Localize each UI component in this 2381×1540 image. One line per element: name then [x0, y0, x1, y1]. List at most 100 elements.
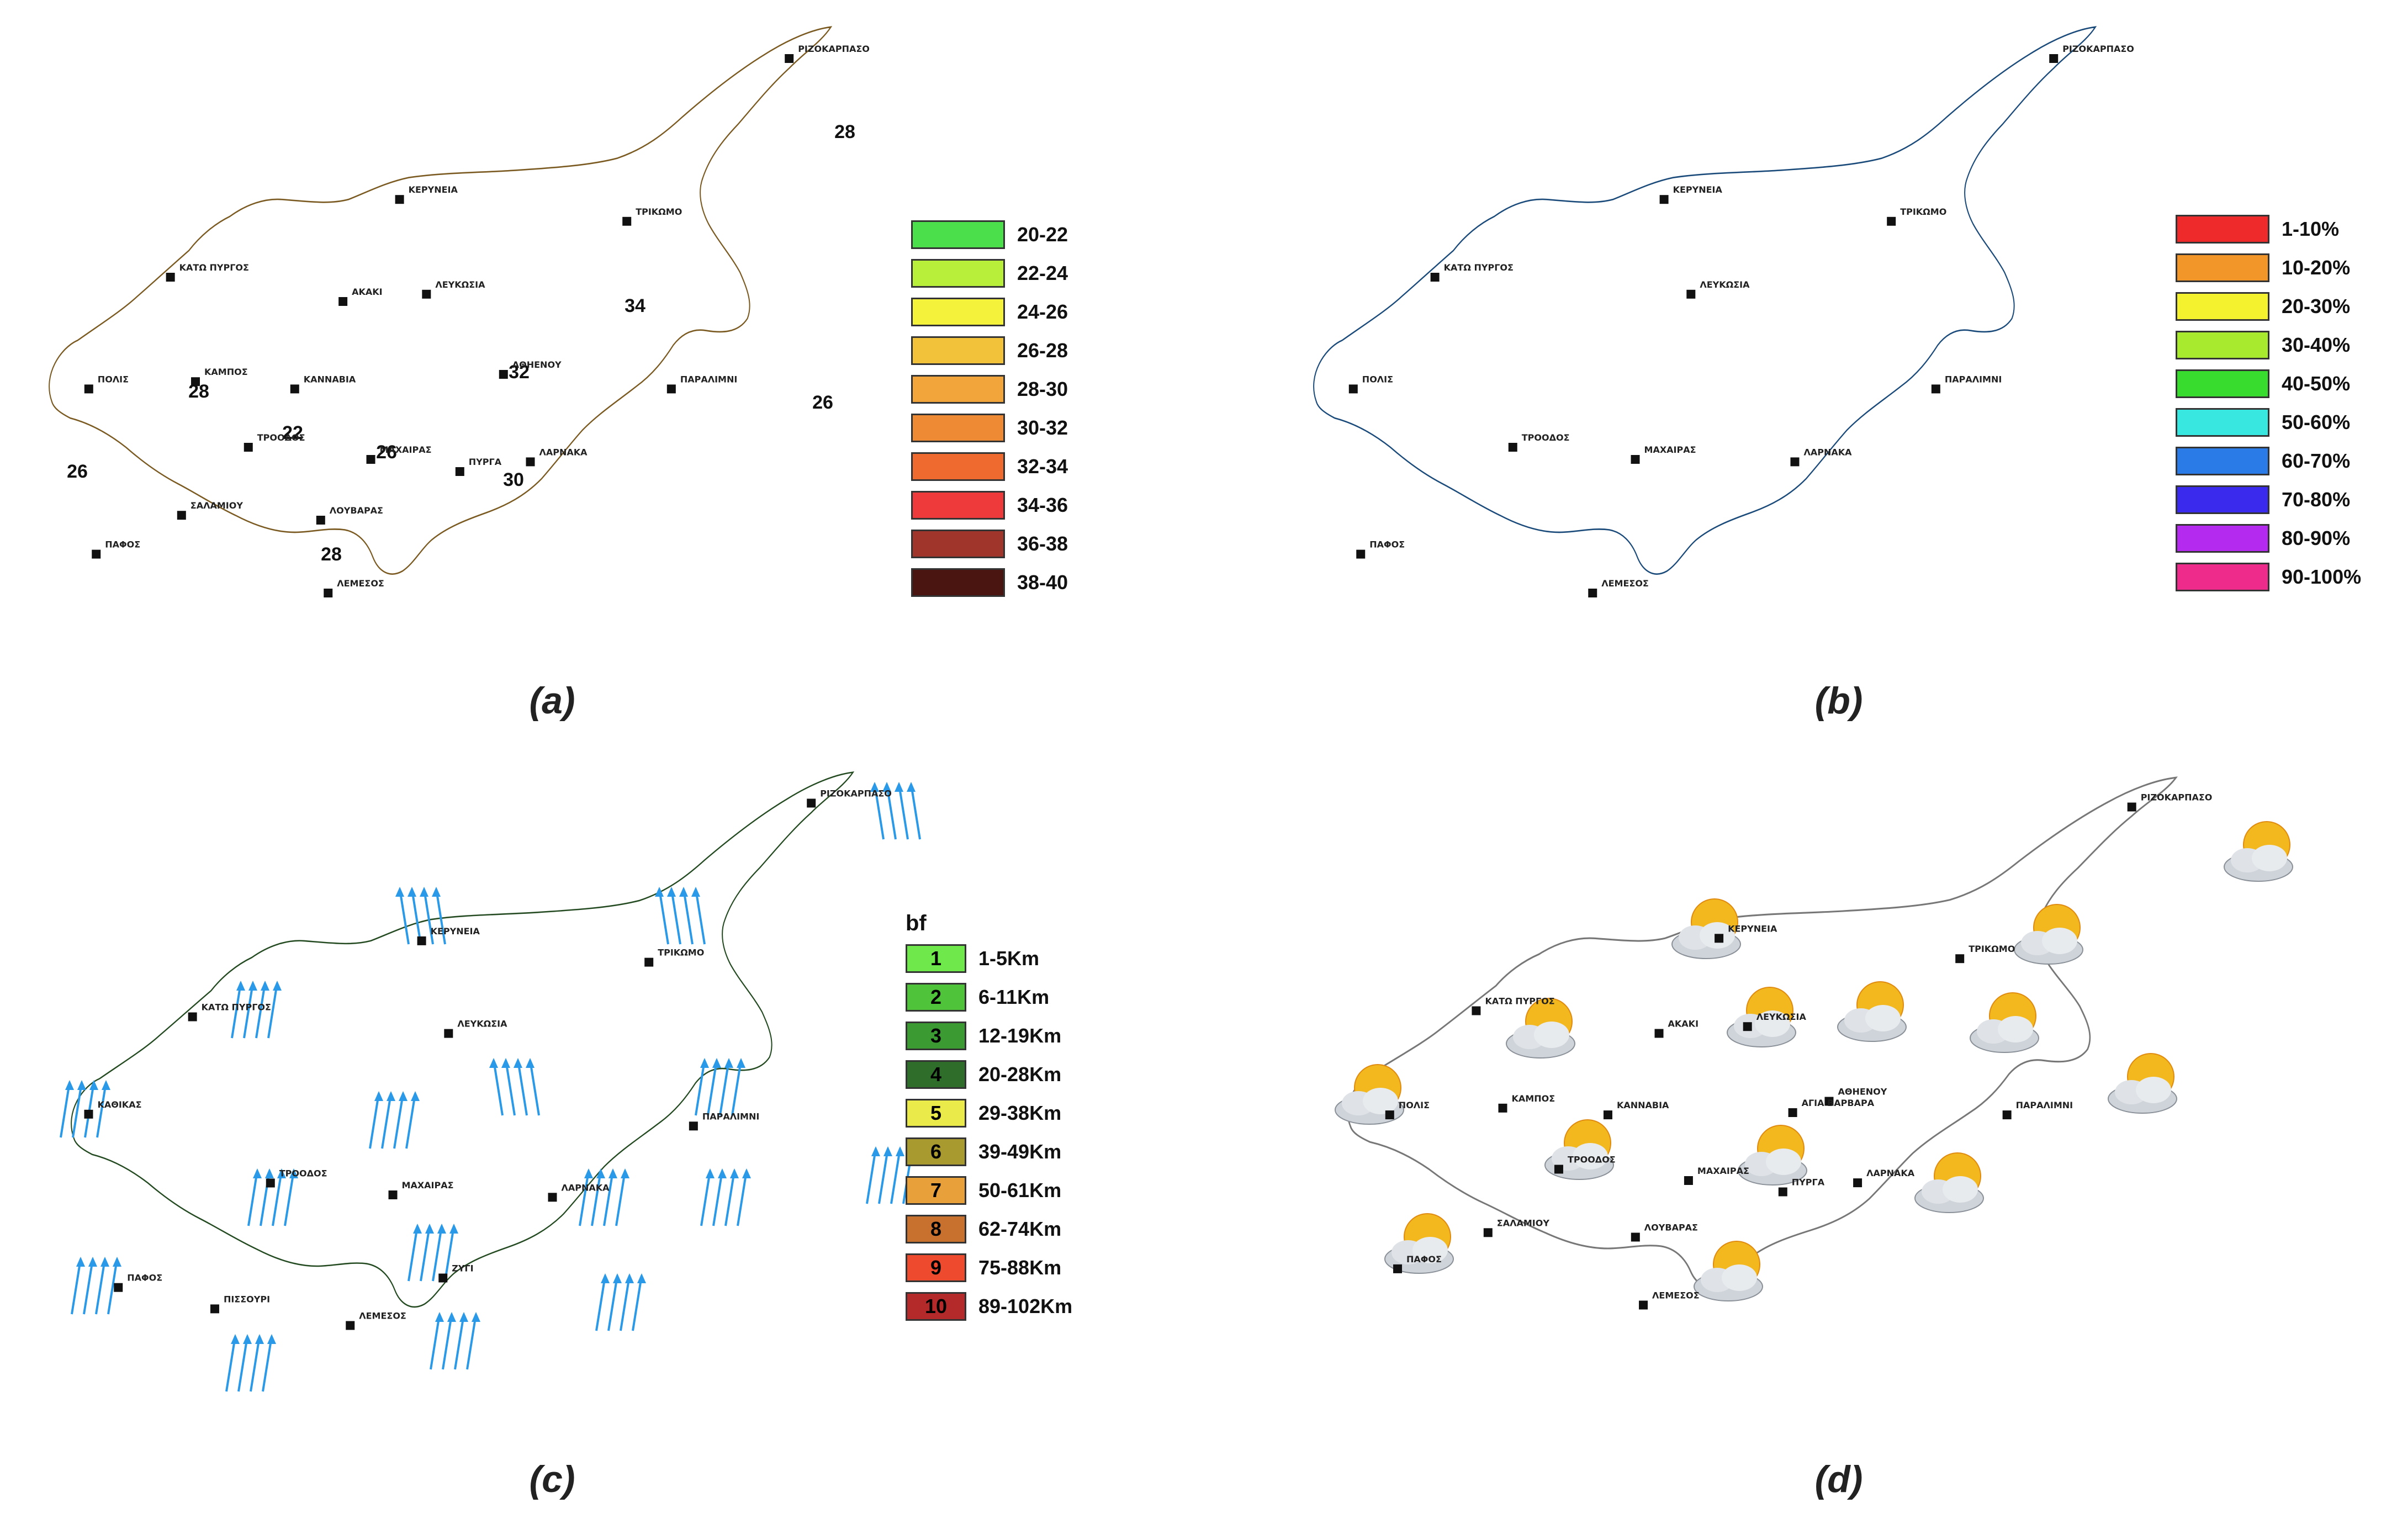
zone-30-40 — [1452, 226, 2049, 502]
town-label: ΤΡΟΟΔΟΣ — [257, 432, 305, 443]
map-c: ΡΙΖΟΚΑΡΠΑΣΟ ΚΕΡΥΝΕΙΑ ΤΡΙΚΩΜΟ ΚΑΤΩ ΠΥΡΓΟΣ ΛΕΥ… — [60, 771, 921, 1392]
town-dot — [455, 467, 464, 476]
town-dot — [548, 1193, 557, 1202]
town-marker: ΚΕΡΥΝΕΙΑ — [1715, 923, 1777, 943]
wind-arrow-icon — [870, 782, 921, 840]
town-dot — [1631, 1232, 1640, 1242]
town-label: ΛΕΥΚΩΣΙΑ — [1756, 1012, 1807, 1022]
legend-label: 20-30% — [2282, 295, 2351, 317]
town-dot — [210, 1304, 219, 1314]
legend-item: 10-20% — [2176, 248, 2361, 287]
legend-swatch: 7 — [906, 1176, 966, 1205]
town-dot — [1824, 1097, 1834, 1106]
town-dot — [1790, 457, 1800, 467]
town-marker: ΤΡΙΚΩΜΟ — [1955, 944, 2015, 964]
legend-swatch — [2176, 408, 2269, 437]
legend-swatch — [911, 530, 1005, 558]
legend-swatch: 5 — [906, 1099, 966, 1128]
town-dot — [2049, 54, 2059, 63]
town-marker: ΡΙΖΟΚΑΡΠΑΣΟ — [2049, 44, 2134, 63]
town-marker: ΡΙΖΟΚΑΡΠΑΣΟ — [785, 44, 870, 63]
legend-label: 38-40 — [1017, 571, 1068, 594]
town-label: ΛΑΡΝΑΚΑ — [1803, 447, 1852, 457]
town-marker: ΛΟΥΒΑΡΑΣ — [316, 505, 383, 525]
town-dot — [244, 443, 253, 452]
legend-label: 70-80% — [2282, 488, 2351, 511]
town-label: ΡΙΖΟΚΑΡΠΑΣΟ — [2062, 44, 2134, 54]
town-dot — [2127, 802, 2136, 812]
town-label: ΤΡΙΚΩΜΟ — [658, 948, 704, 958]
town-label: ΠΑΦΟΣ — [105, 539, 140, 550]
legend-label: 32-34 — [1017, 455, 1068, 478]
town-dot — [1508, 443, 1517, 452]
town-label: ΚΑΝΝΑΒΙΑ — [304, 374, 356, 384]
town-dot — [177, 511, 186, 520]
legend-label: 20-28Km — [978, 1063, 1062, 1086]
town-label: ΛΕΥΚΩΣΙΑ — [435, 279, 485, 290]
legend-swatch — [911, 568, 1005, 597]
town-dot — [191, 377, 200, 387]
legend-item: 30-32 — [911, 409, 1068, 447]
town-label: ΛΑΡΝΑΚΑ — [1866, 1168, 1915, 1178]
legend-label: 75-88Km — [978, 1256, 1062, 1279]
town-dot — [666, 384, 676, 394]
legend-item: 60-70% — [2176, 442, 2361, 480]
town-dot — [622, 216, 632, 226]
town-marker: ΚΑΤΩ ΠΥΡΓΟΣ — [1472, 996, 1555, 1015]
legend-swatch — [2176, 215, 2269, 244]
town-dot — [1385, 1110, 1394, 1120]
town-marker: ΠΥΡΓΑ — [455, 457, 502, 476]
isotherm-label: 22 — [282, 422, 303, 443]
isotherm-label: 30 — [503, 469, 524, 490]
town-marker: ΠΑΡΑΛΙΜΝΙ — [1931, 374, 2002, 394]
wind-arrow-icon — [430, 1312, 480, 1370]
town-dot — [1715, 934, 1724, 943]
town-marker: ΚΑΘΙΚΑΣ — [84, 1099, 142, 1119]
legend-title: bf — [906, 911, 927, 935]
town-dot — [1654, 1029, 1664, 1038]
legend-swatch: 9 — [906, 1253, 966, 1282]
legend-label: 28-30 — [1017, 378, 1068, 400]
town-dot — [1853, 1178, 1863, 1188]
legend-swatch — [2176, 292, 2269, 321]
legend-swatch — [2176, 563, 2269, 591]
legend-label: 6-11Km — [978, 986, 1050, 1008]
town-marker: ΛΑΡΝΑΚΑ — [1853, 1168, 1915, 1188]
zone-bf4-north — [337, 883, 436, 983]
legend-swatch: 10 — [906, 1292, 966, 1321]
wind-arrow-icon — [247, 1168, 298, 1226]
legend-item: 20-22 — [911, 215, 1068, 254]
town-dot — [1743, 1022, 1752, 1031]
legend-swatch: 8 — [906, 1215, 966, 1243]
zone-bf3-central — [199, 977, 552, 1231]
town-label: ΤΡΙΚΩΜΟ — [1900, 207, 1946, 217]
wind-arrow-icon — [489, 1058, 540, 1116]
legend-label: 89-102Km — [978, 1295, 1073, 1317]
town-label: ΠΑΡΑΛΙΜΝΙ — [680, 374, 737, 384]
partly-cloudy-icon — [2014, 904, 2083, 965]
isotherm-label: 26 — [376, 442, 397, 463]
wind-arrow-icon — [60, 1080, 110, 1138]
zone-bf4-east — [458, 1016, 690, 1259]
town-label: ΤΡΙΚΩΜΟ — [1969, 944, 2015, 954]
town-marker: ΠΑΦΟΣ — [92, 539, 140, 559]
wind-arrow-icon — [71, 1257, 121, 1315]
wind-arrow-icon — [225, 1334, 276, 1392]
town-label: ΑΓΙΑ ΒΑΡΒΑΡΑ — [1802, 1098, 1875, 1108]
legend-swatch — [911, 414, 1005, 442]
town-dot — [438, 1273, 448, 1283]
town-label: ΠΥΡΓΑ — [469, 457, 502, 467]
town-dot — [92, 549, 101, 559]
town-dot — [188, 1012, 197, 1022]
legend-label: 24-26 — [1017, 300, 1068, 323]
panel-a-temperature-map: 28 34 32 28 22 26 26 30 26 28 ΡΙΖΟΚΑΡΠΑΣΟ ΚΕΡΥΝΕΙΑ Τ… — [22, 11, 1160, 663]
town-label: ΑΘΗΕΝΟΥ — [512, 359, 562, 370]
town-label: ΛΟΥΒΑΡΑΣ — [1644, 1223, 1698, 1233]
town-label: ΜΑΧΑΙΡΑΣ — [1697, 1166, 1749, 1176]
town-label: ΚΕΡΥΝΕΙΑ — [409, 184, 458, 195]
town-dot — [1603, 1110, 1612, 1120]
town-label: ΠΑΡΑΛΙΜΝΙ — [2016, 1100, 2073, 1110]
panel-c-wind-map: ΡΙΖΟΚΑΡΠΑΣΟ ΚΕΡΥΝΕΙΑ ΤΡΙΚΩΜΟ ΚΑΤΩ ΠΥΡΓΟΣ ΛΕΥ… — [22, 751, 1160, 1403]
town-label: ΑΘΗΕΝΟΥ — [1838, 1087, 1887, 1097]
